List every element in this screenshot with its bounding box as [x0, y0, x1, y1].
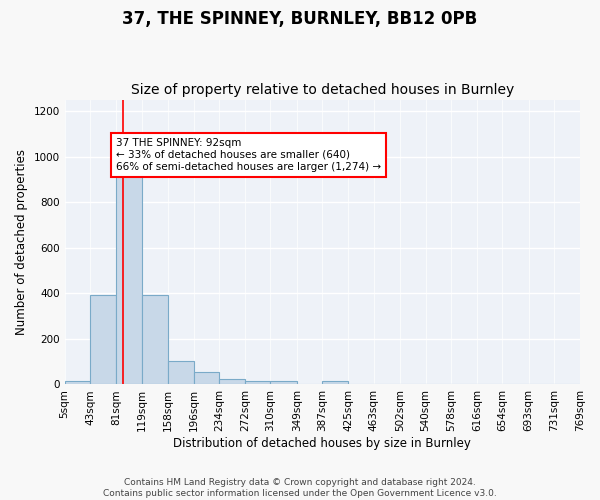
Bar [65, 382, 90, 384]
Bar [168, 360, 193, 384]
Y-axis label: Number of detached properties: Number of detached properties [15, 149, 28, 335]
Bar [322, 382, 348, 384]
Text: 37 THE SPINNEY: 92sqm
← 33% of detached houses are smaller (640)
66% of semi-det: 37 THE SPINNEY: 92sqm ← 33% of detached … [116, 138, 381, 172]
Title: Size of property relative to detached houses in Burnley: Size of property relative to detached ho… [131, 83, 514, 97]
Bar [90, 295, 116, 384]
X-axis label: Distribution of detached houses by size in Burnley: Distribution of detached houses by size … [173, 437, 471, 450]
Text: 37, THE SPINNEY, BURNLEY, BB12 0PB: 37, THE SPINNEY, BURNLEY, BB12 0PB [122, 10, 478, 28]
Bar [193, 372, 219, 384]
Text: Contains HM Land Registry data © Crown copyright and database right 2024.
Contai: Contains HM Land Registry data © Crown c… [103, 478, 497, 498]
Bar [219, 379, 245, 384]
Bar [245, 382, 271, 384]
Bar [271, 382, 297, 384]
Bar [116, 166, 142, 384]
Bar [142, 295, 168, 384]
